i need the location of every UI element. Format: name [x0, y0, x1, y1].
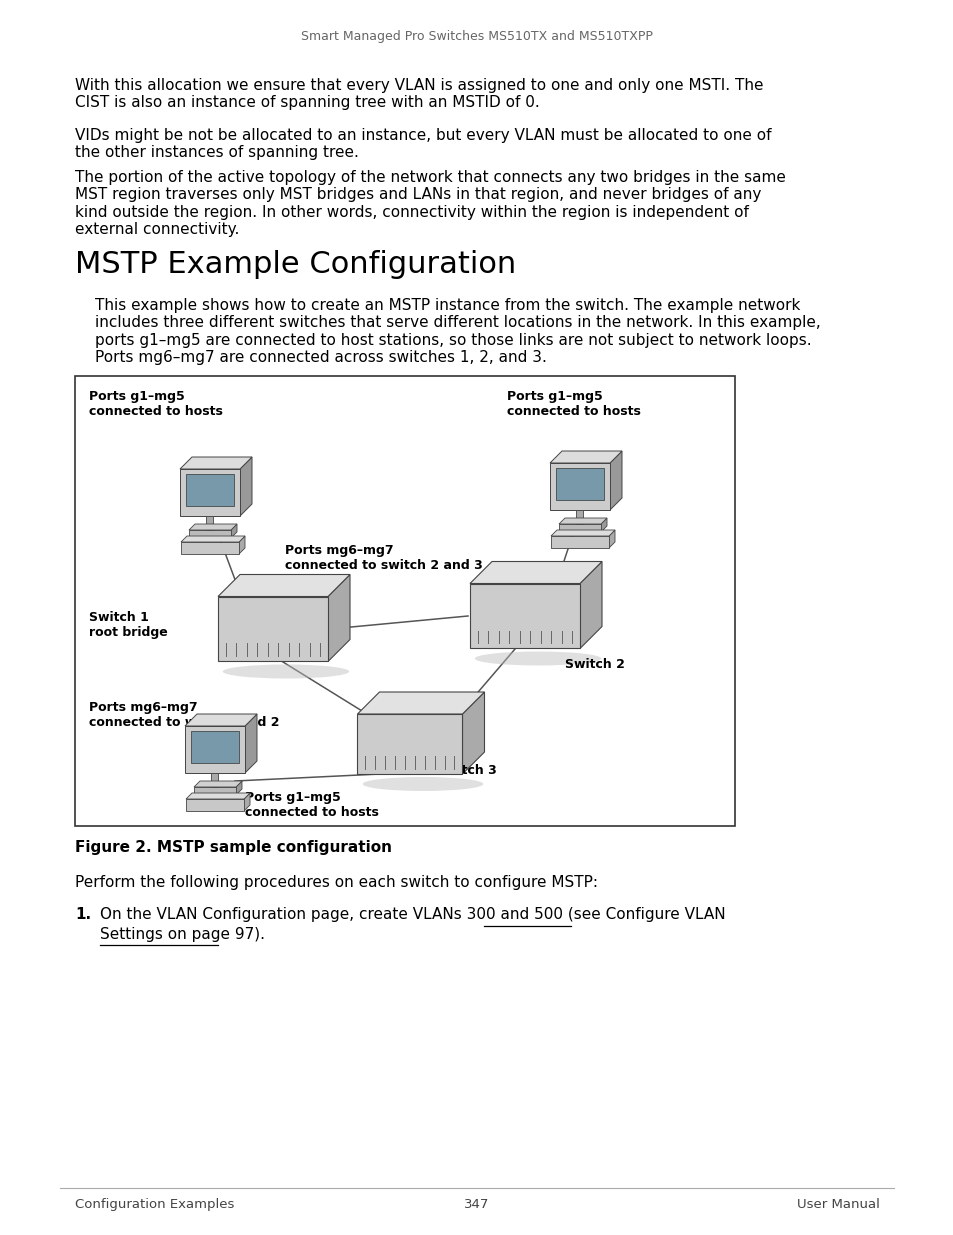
Polygon shape	[218, 574, 350, 597]
Text: Switch 2: Switch 2	[564, 658, 624, 671]
Text: Configuration Examples: Configuration Examples	[75, 1198, 234, 1212]
Text: VIDs might be not be allocated to an instance, but every VLAN must be allocated : VIDs might be not be allocated to an ins…	[75, 128, 771, 161]
Text: The portion of the active topology of the network that connects any two bridges : The portion of the active topology of th…	[75, 170, 785, 237]
Ellipse shape	[362, 777, 483, 790]
Polygon shape	[186, 799, 244, 811]
Polygon shape	[470, 562, 601, 583]
Polygon shape	[189, 524, 236, 530]
Text: Ports g1–mg5
connected to hosts: Ports g1–mg5 connected to hosts	[89, 390, 223, 417]
Text: Smart Managed Pro Switches MS510TX and MS510TXPP: Smart Managed Pro Switches MS510TX and M…	[301, 30, 652, 43]
Text: With this allocation we ensure that every VLAN is assigned to one and only one M: With this allocation we ensure that ever…	[75, 78, 762, 110]
Bar	[191, 731, 239, 763]
Polygon shape	[462, 692, 484, 774]
Polygon shape	[558, 524, 600, 532]
Polygon shape	[608, 530, 615, 548]
Text: Perform the following procedures on each switch to configure MSTP:: Perform the following procedures on each…	[75, 876, 598, 890]
Text: Ports mg6–mg7
connected to witch 1 and 2: Ports mg6–mg7 connected to witch 1 and 2	[89, 701, 279, 729]
Polygon shape	[180, 457, 252, 469]
Polygon shape	[550, 451, 621, 463]
Polygon shape	[193, 781, 242, 787]
Bar	[556, 468, 603, 500]
Bar	[206, 516, 213, 530]
Polygon shape	[357, 714, 462, 774]
Text: This example shows how to create an MSTP instance from the switch. The example n: This example shows how to create an MSTP…	[95, 298, 820, 366]
Text: MSTP Example Configuration: MSTP Example Configuration	[75, 249, 516, 279]
Polygon shape	[193, 787, 235, 795]
Polygon shape	[328, 574, 350, 662]
Polygon shape	[558, 517, 606, 524]
Polygon shape	[186, 793, 250, 799]
Polygon shape	[600, 517, 606, 532]
Bar	[576, 510, 583, 524]
Polygon shape	[235, 781, 242, 795]
Polygon shape	[551, 536, 608, 548]
Text: Ports mg6–mg7
connected to switch 2 and 3: Ports mg6–mg7 connected to switch 2 and …	[285, 543, 482, 572]
Text: Ports g1–mg5
connected to hosts: Ports g1–mg5 connected to hosts	[506, 390, 640, 417]
Polygon shape	[579, 562, 601, 648]
Ellipse shape	[222, 664, 349, 678]
Polygon shape	[239, 536, 245, 555]
Polygon shape	[181, 536, 245, 542]
Polygon shape	[551, 530, 615, 536]
Bar	[186, 474, 233, 506]
Text: 1.: 1.	[75, 906, 91, 923]
Polygon shape	[181, 542, 239, 555]
Polygon shape	[231, 524, 236, 538]
Polygon shape	[218, 597, 328, 662]
Polygon shape	[245, 714, 256, 773]
Polygon shape	[189, 530, 231, 538]
Text: On the VLAN Configuration page, create VLANs 300 and 500 (see Configure VLAN: On the VLAN Configuration page, create V…	[100, 906, 725, 923]
Polygon shape	[244, 793, 250, 811]
Polygon shape	[180, 469, 240, 516]
Bar	[75, 375, 734, 826]
Text: 347: 347	[464, 1198, 489, 1212]
Text: Switch 3: Switch 3	[436, 764, 497, 777]
Polygon shape	[185, 714, 256, 726]
Polygon shape	[185, 726, 245, 773]
Polygon shape	[609, 451, 621, 510]
Polygon shape	[550, 463, 609, 510]
Text: Settings on page 97).: Settings on page 97).	[100, 927, 265, 942]
Ellipse shape	[475, 652, 600, 666]
Text: Ports g1–mg5
connected to hosts: Ports g1–mg5 connected to hosts	[245, 790, 378, 819]
Polygon shape	[240, 457, 252, 516]
Polygon shape	[470, 583, 579, 648]
Bar	[212, 773, 218, 787]
Text: Figure 2. MSTP sample configuration: Figure 2. MSTP sample configuration	[75, 840, 392, 855]
Text: User Manual: User Manual	[797, 1198, 879, 1212]
Polygon shape	[357, 692, 484, 714]
Text: Switch 1
root bridge: Switch 1 root bridge	[89, 611, 168, 638]
